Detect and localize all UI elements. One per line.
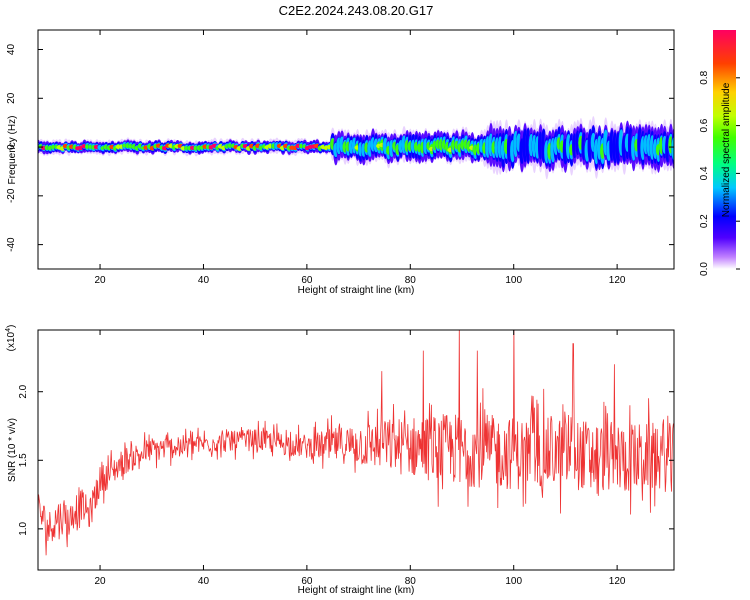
snr-x-tick-label: 100 bbox=[505, 576, 522, 587]
snr-y-label: SNR (10 * v/v) bbox=[7, 418, 18, 482]
snr-y-ticks: 1.0 1.5 2.0 bbox=[18, 384, 674, 536]
spectrogram-y-tick-label: 40 bbox=[6, 44, 17, 56]
spectrogram-heatmap bbox=[38, 116, 674, 180]
snr-x-tick-label: 80 bbox=[405, 576, 417, 587]
spectrogram-cell bbox=[671, 137, 674, 161]
snr-panel: 20 40 60 80 100 120 1.0 1.5 2.0 Height of strai… bbox=[5, 325, 675, 596]
snr-x-tick-label: 60 bbox=[301, 576, 313, 587]
spectrogram-x-tick-label: 80 bbox=[405, 275, 417, 286]
spectrogram-x-tick-label: 20 bbox=[94, 275, 106, 286]
spectrogram-x-ticks: 20 40 60 80 100 120 bbox=[94, 30, 626, 286]
snr-y-tick-label: 1.5 bbox=[18, 453, 29, 467]
colorbar-tick-label: 0.4 bbox=[699, 166, 710, 180]
spectrogram-y-tick-label: 20 bbox=[6, 92, 17, 104]
chart-title: C2E2.2024.243.08.20.G17 bbox=[278, 3, 434, 18]
spectrogram-y-label: Frequency (Hz) bbox=[7, 116, 18, 185]
snr-x-tick-label: 40 bbox=[198, 576, 210, 587]
snr-y-tick-label: 2.0 bbox=[18, 384, 29, 398]
snr-x-tick-label: 20 bbox=[94, 576, 106, 587]
colorbar-tick-label: 0.2 bbox=[699, 214, 710, 228]
spectrogram-y-ticks: -40 -20 0 20 40 bbox=[6, 44, 674, 252]
snr-y-tick-label: 1.0 bbox=[18, 521, 29, 535]
colorbar-ticks: 0.0 0.2 0.4 0.6 0.8 bbox=[699, 70, 740, 276]
colorbar-tick-label: 0.6 bbox=[699, 118, 710, 132]
spectrogram-x-tick-label: 100 bbox=[505, 275, 522, 286]
spectrogram-x-label: Height of straight line (km) bbox=[298, 285, 415, 296]
spectrogram-y-tick-label: -20 bbox=[6, 188, 17, 203]
colorbar-tick-label: 0.8 bbox=[699, 70, 710, 84]
snr-frame bbox=[37, 329, 675, 571]
spectrogram-y-tick-label: 0 bbox=[6, 144, 17, 150]
spectrogram-frame bbox=[37, 29, 675, 270]
colorbar-tick-label: 0.0 bbox=[699, 262, 710, 276]
snr-series-line bbox=[38, 330, 674, 556]
spectrogram-x-tick-label: 40 bbox=[198, 275, 210, 286]
colorbar-label: Normalized spectral amplitude bbox=[721, 82, 732, 217]
snr-x-tick-label: 120 bbox=[609, 576, 626, 587]
spectrogram-panel: 20 40 60 80 100 120 -40 -20 0 20 40 Height of str… bbox=[6, 29, 675, 296]
snr-x-label: Height of straight line (km) bbox=[298, 585, 415, 596]
spectrogram-x-tick-label: 120 bbox=[609, 275, 626, 286]
colorbar: 0.0 0.2 0.4 0.6 0.8 Normalized spectral ampl… bbox=[699, 30, 740, 276]
spectrogram-x-tick-label: 60 bbox=[301, 275, 313, 286]
snr-y-multiplier: (x104) bbox=[5, 325, 17, 352]
snr-x-ticks: 20 40 60 80 100 120 bbox=[94, 330, 626, 587]
colorbar-gradient bbox=[713, 30, 736, 269]
spectrogram-y-tick-label: -40 bbox=[6, 237, 17, 252]
